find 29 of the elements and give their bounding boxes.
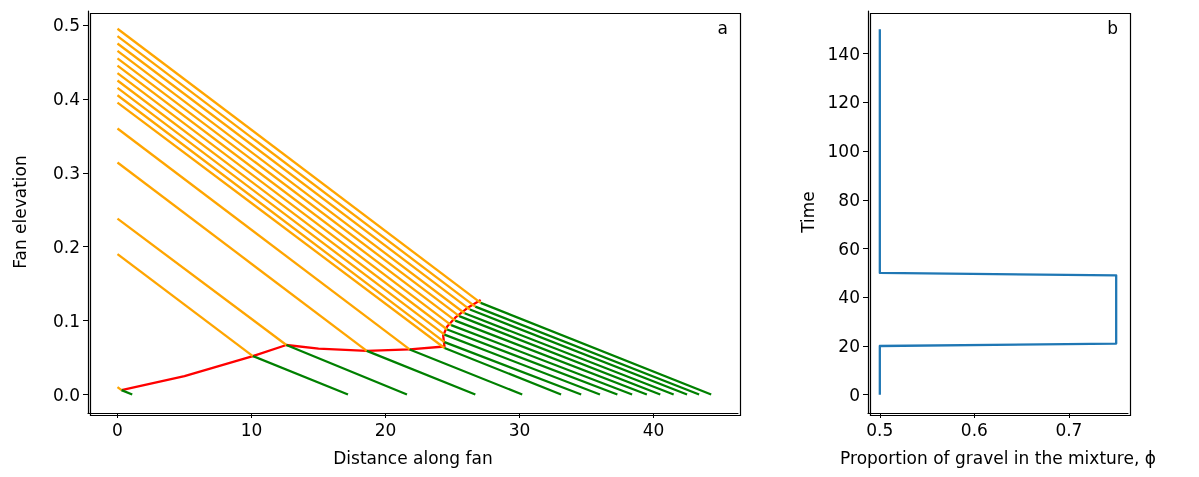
y-tick-label: 0.4	[52, 88, 80, 109]
y-tick-label: 0.0	[52, 384, 80, 405]
y-tick-label: 0.3	[52, 162, 80, 183]
y-tick-label: 100	[827, 141, 860, 162]
x-tick-label: 0.7	[1055, 419, 1083, 440]
line-series	[120, 298, 482, 392]
y-tick-label: 140	[827, 43, 860, 64]
x-axis-title: Distance along fan	[333, 447, 493, 468]
y-tick-label: 0.2	[52, 236, 80, 257]
x-tick-label: 30	[508, 419, 531, 440]
x-tick-label: 40	[642, 419, 665, 440]
annotation: a	[717, 17, 728, 38]
y-tick-label: 0.5	[52, 15, 80, 36]
y-axis-title: Time	[798, 191, 819, 234]
y-axis-title: Fan elevation	[9, 155, 30, 269]
y-tick-label: 0	[849, 384, 860, 405]
x-tick-label: 10	[240, 419, 263, 440]
y-tick-label: 80	[838, 189, 860, 210]
x-tick-label: 0	[112, 419, 123, 440]
x-tick-label: 20	[374, 419, 397, 440]
x-tick-label: 0.5	[866, 419, 894, 440]
annotation: b	[1107, 17, 1119, 38]
x-tick-label: 0.6	[960, 419, 988, 440]
y-tick-label: 0.1	[52, 310, 80, 331]
y-tick-label: 60	[838, 238, 860, 259]
y-tick-label: 20	[838, 336, 860, 356]
x-axis-title: Proportion of gravel in the mixture, ϕ	[840, 447, 1156, 468]
y-tick-label: 40	[838, 287, 860, 308]
y-tick-label: 120	[827, 92, 860, 113]
